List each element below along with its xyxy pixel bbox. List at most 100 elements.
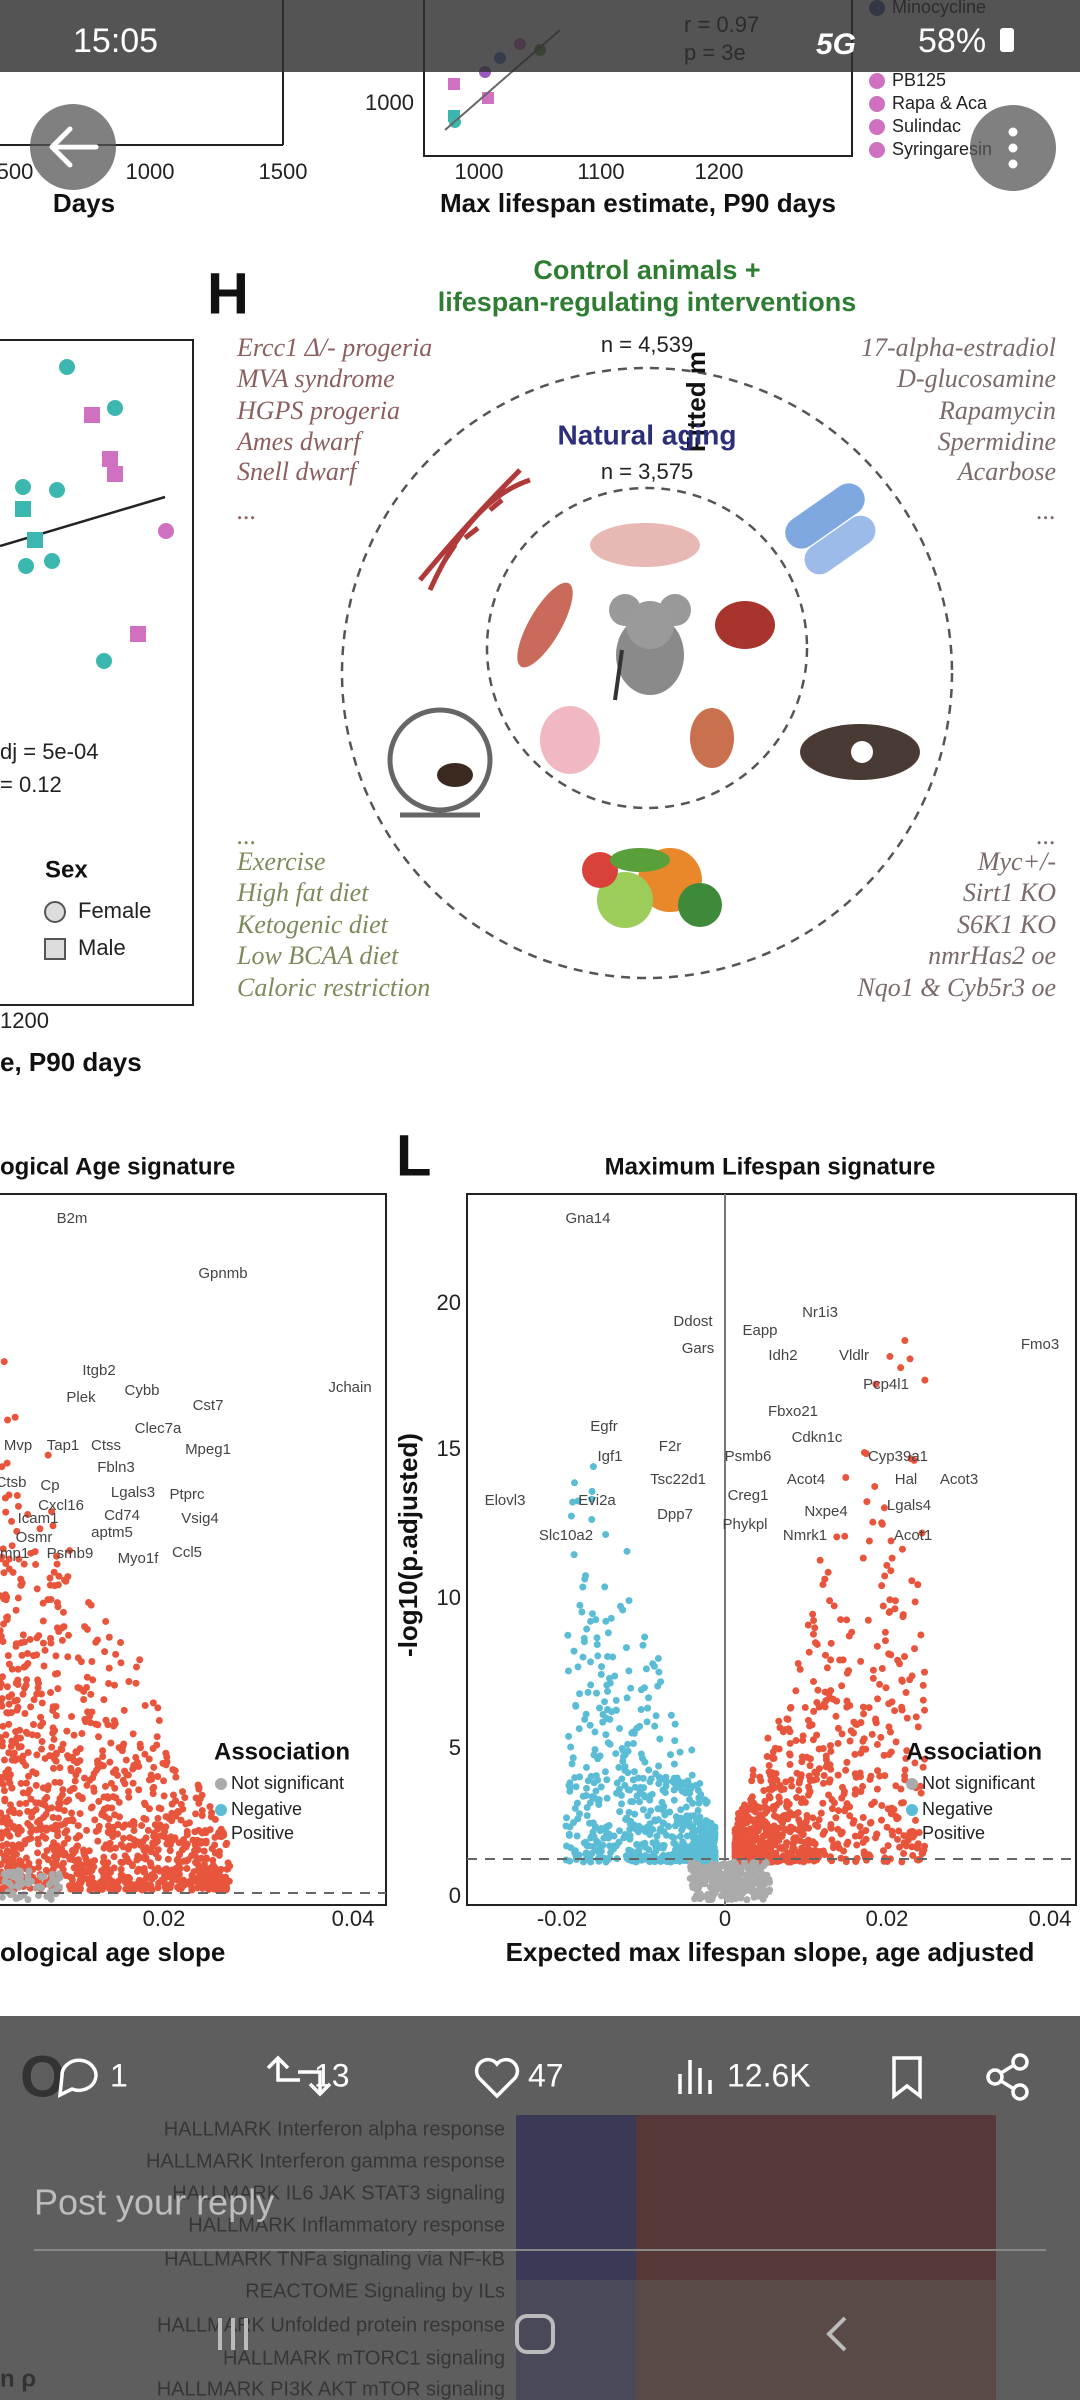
dot [74,1766,82,1774]
dot [795,1779,803,1787]
dot [821,1851,829,1859]
like-icon[interactable] [474,2057,520,2099]
dot [686,1823,694,1831]
dot [588,1793,596,1801]
dot [834,1724,842,1732]
battery: 58% [918,22,986,60]
dot [611,1672,619,1680]
dot [17,1779,25,1787]
dot [621,1781,629,1789]
dot [49,1814,57,1822]
dot [576,1810,584,1818]
dot [846,1812,854,1820]
gene-label: Creg1 [728,1487,769,1504]
dot [801,1798,809,1806]
dot [602,1858,610,1866]
dot [832,1712,840,1720]
dot [19,1752,27,1760]
dot [890,1805,898,1813]
dot [877,1733,885,1741]
dot [81,1715,89,1723]
dot [758,1884,766,1892]
dot [32,1799,40,1807]
reply-icon[interactable] [57,2058,98,2098]
diet-label: Ketogenic diet [236,910,389,939]
dot [24,1510,32,1518]
dot [627,1684,635,1692]
dot [879,1847,887,1855]
dot [53,1828,61,1836]
dot [0,1569,8,1577]
dot [13,1734,21,1742]
dot [210,1875,218,1883]
dot [43,1793,51,1801]
dot [68,1713,76,1721]
dot [568,1760,576,1768]
dot [129,1817,137,1825]
legend-label: Positive [922,1823,985,1843]
repost-icon[interactable] [266,2055,332,2097]
dot [47,1639,55,1647]
dot [593,1634,601,1642]
dot [609,1653,617,1661]
dot [846,1737,854,1745]
dot [872,1380,880,1388]
dot [860,1735,868,1743]
dot [47,1689,55,1697]
dot [181,1878,189,1886]
dot [824,1568,832,1576]
dot [200,1847,208,1855]
back-nav-button[interactable] [826,2316,847,2352]
genetic-label: nmrHas2 oe [928,941,1056,970]
dot [874,1767,882,1775]
dot [59,1608,67,1616]
gene-label: Nxpe4 [804,1503,847,1520]
dot [145,1755,153,1763]
recents-button[interactable] [218,2318,248,2350]
dot [696,1813,704,1821]
dot [129,1779,137,1787]
dot [0,1620,8,1628]
more-dot [1008,143,1018,153]
clock: 15:05 [73,22,158,60]
dot [182,1820,190,1828]
dot [54,1804,62,1812]
dot [758,1889,766,1897]
bookmark-icon[interactable] [892,2056,922,2100]
gene-label: Vldlr [839,1347,869,1364]
dot [810,1707,818,1715]
dot [654,1654,662,1662]
dot [83,1625,91,1633]
panel-title: Control animals + [533,255,760,285]
dot [20,1560,28,1568]
views-icon[interactable] [678,2060,712,2094]
gene-label: Pcp4l1 [863,1376,909,1393]
dot [87,1804,95,1812]
dot [8,1542,16,1550]
gene-label: Icam1 [18,1510,59,1527]
dot [62,1577,70,1585]
dot [27,1828,35,1836]
gene-label: Nmrk1 [783,1527,827,1544]
dot [119,1823,127,1831]
gene-label: Gpnmb [198,1265,247,1282]
home-button[interactable] [515,2314,555,2354]
share-icon[interactable] [986,2053,1029,2101]
dot [179,1788,187,1796]
dot [618,1775,626,1783]
dot [703,1817,711,1825]
dot [37,1826,45,1834]
dot [888,1698,896,1706]
dot [582,1856,590,1864]
dot [810,1616,818,1624]
dot [105,1664,113,1672]
dot [14,1867,22,1875]
sample-size: n = 4,539 [601,332,693,357]
dot [145,1776,153,1784]
legend-symbol [906,1804,918,1816]
dot [903,1747,911,1755]
dot [631,1810,639,1818]
dot [882,1684,890,1692]
x-tick-label: 0.02 [866,1906,909,1931]
dot [660,1807,668,1815]
